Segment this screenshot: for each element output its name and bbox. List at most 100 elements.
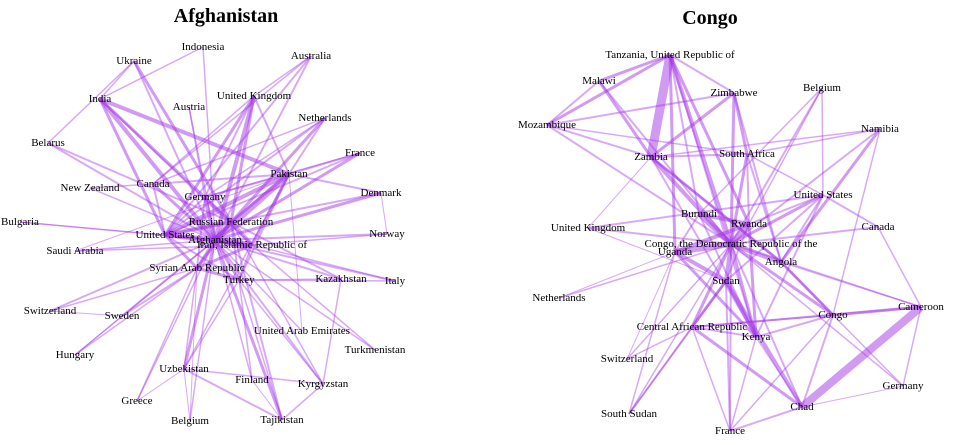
node-label-indonesia: Indonesia xyxy=(182,41,225,53)
node-label-newzealand: New Zealand xyxy=(61,182,120,194)
edge-uzbekistan-tajikistan xyxy=(183,368,283,421)
edge-afghanistan-sweden xyxy=(121,239,216,317)
node-label-iran: Iran, Islamic Republic of xyxy=(197,239,307,251)
edge-unitedstates-australia xyxy=(164,55,312,236)
edge-turkey-kazakhstan xyxy=(238,278,342,281)
edge-namibia-congo xyxy=(832,128,881,316)
edge-congo-angola xyxy=(780,261,834,316)
edge-congo-france xyxy=(729,314,834,432)
edge-switzerland-sweden xyxy=(49,310,123,317)
edge-unitedstates-canada xyxy=(822,194,879,228)
node-label-switzerland: Switzerland xyxy=(24,305,77,317)
edge-cameroon-germany xyxy=(902,306,922,387)
edge-unitedstates-turkey xyxy=(164,234,240,281)
edge-unitedstates-kenya xyxy=(755,194,824,338)
node-label-uae: United Arab Emirates xyxy=(254,325,350,337)
edge-unitedkingdom-australia xyxy=(253,55,312,97)
edge-drc-rwanda xyxy=(728,221,752,247)
edge-syria-greece xyxy=(136,267,198,402)
node-label-denmark: Denmark xyxy=(361,187,402,199)
edge-zambia-angola xyxy=(650,155,782,264)
congo-panel-title: Congo xyxy=(682,7,738,29)
edge-canada-unitedkingdom xyxy=(152,95,255,185)
edge-ukraine-belarus xyxy=(47,60,135,144)
edge-iran-turkmenistan xyxy=(251,244,376,351)
edge-turkey-tajikistan xyxy=(238,279,283,421)
edge-belgium-syria xyxy=(189,267,198,422)
edge-russianfederation-unitedstates xyxy=(164,220,232,237)
edge-turkey-kyrgyzstan xyxy=(238,279,324,385)
node-label-norway: Norway xyxy=(369,228,405,240)
node-label-sweden: Sweden xyxy=(105,310,140,322)
edge-sudan-car xyxy=(690,280,728,328)
edge-pakistan-turkey xyxy=(238,173,290,281)
afghanistan-edges xyxy=(19,46,396,422)
node-label-southsudan: South Sudan xyxy=(601,408,657,420)
edge-afghanistan-kyrgyzstan xyxy=(214,239,324,385)
edge-zambia-namibia xyxy=(650,128,881,158)
edge-pakistan-denmark xyxy=(288,173,382,194)
edge-russianfederation-iran xyxy=(229,220,254,247)
node-label-belarus: Belarus xyxy=(31,137,65,149)
edge-unitedstates-france xyxy=(164,152,361,236)
edge-russianfederation-kazakhstan xyxy=(230,221,342,280)
edge-tajikistan-kyrgyzstan xyxy=(281,383,324,421)
edge-netherlands-uganda xyxy=(558,251,676,299)
edge-germany-netherlands xyxy=(204,117,326,198)
node-label-kenya: Kenya xyxy=(742,331,771,343)
edge-tanzania-mozambique xyxy=(546,53,671,127)
node-label-malawi: Malawi xyxy=(582,75,616,87)
edge-angola-southafrica xyxy=(746,153,782,263)
edge-sudan-kenya xyxy=(724,280,758,338)
edge-unitedstates-southafrica xyxy=(746,153,824,196)
edge-rwanda-uganda xyxy=(674,222,750,254)
edge-afghanistan-germany xyxy=(203,196,217,241)
edge-iran-turkey xyxy=(238,244,253,281)
edge-sudan-southsudan xyxy=(628,280,727,415)
edge-drc-cameroon xyxy=(730,243,922,308)
afghanistan-node-labels: Indonesia Australia Ukraine India Austria Uni… xyxy=(1,41,406,427)
node-label-burundi: Burundi xyxy=(681,208,717,220)
edge-iran-saudiarabia xyxy=(74,244,253,252)
edge-iran-india xyxy=(99,98,253,246)
node-label-congo: Congo xyxy=(818,309,848,321)
node-label-germany: Germany xyxy=(883,380,924,392)
node-label-southafrica: South Africa xyxy=(719,148,775,160)
edge-unitedkingdom-zambia xyxy=(587,156,652,229)
edge-zimbabwe-angola xyxy=(733,92,782,263)
edge-kazakhstan-kyrgyzstan xyxy=(322,278,342,385)
edge-mozambique-malawi xyxy=(546,80,600,126)
edge-pakistan-india xyxy=(99,97,290,176)
edge-germany-austria xyxy=(188,106,206,198)
node-label-unitedkingdom: United Kingdom xyxy=(551,222,626,234)
edge-uganda-sudan xyxy=(674,250,727,283)
edge-russianfederation-pakistan xyxy=(230,172,290,224)
edge-congo-cameroon xyxy=(832,305,922,317)
edge-afghanistan-turkmenistan xyxy=(214,239,376,351)
node-label-canada: Canada xyxy=(862,221,895,233)
node-label-tanzania: Tanzania, United Republic of xyxy=(605,49,735,61)
edge-finland-tajikistan xyxy=(251,379,283,421)
edge-tanzania-kenya xyxy=(669,54,757,338)
node-label-belgium: Belgium xyxy=(803,82,841,94)
node-label-austria: Austria xyxy=(173,101,206,113)
congo-node-labels: Tanzania, United Republic of Malawi Zimbab… xyxy=(518,49,944,437)
edge-car-switzerland xyxy=(626,326,693,360)
edge-unitedstates-india xyxy=(98,98,167,236)
node-label-unitedkingdom: United Kingdom xyxy=(217,90,292,102)
edge-unitedstates-germany xyxy=(164,196,206,236)
edge-uzbekistan-kyrgyzstan xyxy=(183,368,324,385)
node-label-unitedstates: United States xyxy=(794,189,853,201)
node-label-syria: Syrian Arab Republic xyxy=(149,262,244,274)
edge-rwanda-burundi xyxy=(698,212,750,226)
edge-angola-congo xyxy=(779,260,835,317)
node-label-bulgaria: Bulgaria xyxy=(1,216,39,228)
edge-bulgaria-unitedstates xyxy=(19,221,166,236)
edge-switzerland-uganda xyxy=(626,251,676,360)
edge-afghanistan-india xyxy=(98,97,217,242)
edge-uganda-tanzania xyxy=(668,54,677,253)
edge-belgium-burundi xyxy=(698,87,823,215)
node-label-hungary: Hungary xyxy=(56,349,95,361)
edge-uzbekistan-greece xyxy=(136,368,185,402)
node-label-finland: Finland xyxy=(235,374,269,386)
